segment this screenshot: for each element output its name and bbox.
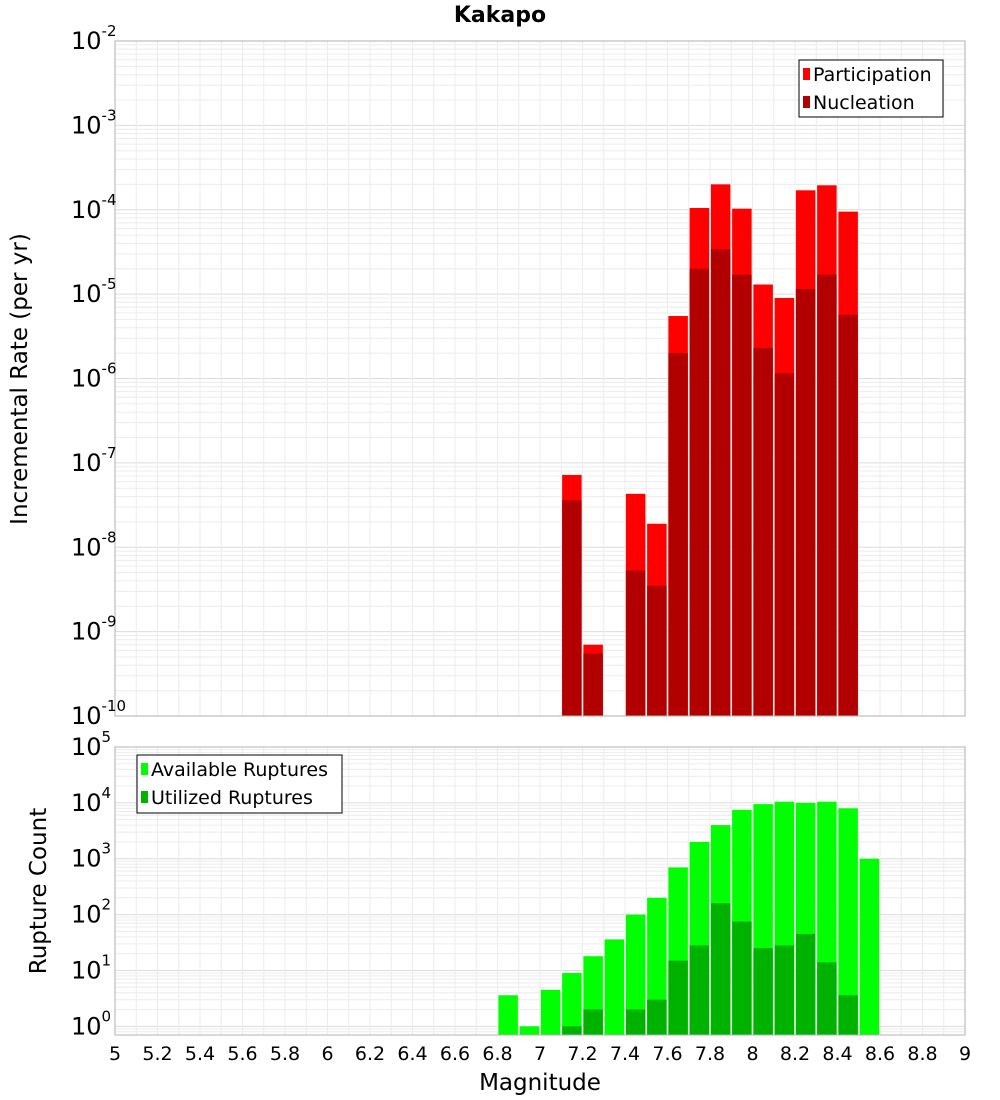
bar-nucleation — [732, 274, 752, 716]
x-tick-label: 7.2 — [567, 1043, 597, 1065]
legend-box — [136, 754, 343, 814]
y-tick-label: 10-9 — [71, 613, 117, 646]
y-tick-label: 105 — [71, 728, 111, 761]
legend-label: Participation — [813, 64, 932, 86]
bar-available-ruptures — [625, 914, 646, 1035]
x-tick-label: 5.4 — [185, 1043, 215, 1065]
bar-utilized-ruptures — [774, 945, 795, 1035]
bar-utilized-ruptures — [689, 945, 710, 1035]
x-tick-label: 8.4 — [822, 1043, 852, 1065]
bar-nucleation — [583, 653, 603, 716]
y-tick-label: 101 — [71, 951, 111, 984]
y-tick-label: 104 — [71, 784, 111, 817]
y-tick-label: 10-5 — [71, 275, 117, 308]
x-tick-label: 5.6 — [227, 1043, 257, 1065]
bar-utilized-ruptures — [583, 1009, 603, 1035]
x-tick-label: 9 — [959, 1043, 971, 1065]
x-tick-label: 6.8 — [482, 1043, 512, 1065]
y-tick-label: 10-6 — [71, 360, 117, 393]
y-tick-label: 100 — [71, 1007, 111, 1040]
bottom-y-axis-label: Rupture Count — [26, 808, 52, 974]
bar-utilized-ruptures — [710, 903, 731, 1035]
x-tick-label: 5.8 — [270, 1043, 300, 1065]
bar-utilized-ruptures — [753, 948, 773, 1035]
x-axis-label: Magnitude — [479, 1070, 601, 1096]
bar-available-ruptures — [540, 989, 561, 1035]
x-tick-label: 6 — [321, 1043, 333, 1065]
x-tick-label: 5.2 — [142, 1043, 172, 1065]
y-tick-label: 102 — [71, 896, 111, 929]
x-tick-label: 6.6 — [440, 1043, 470, 1065]
x-tick-label: 7.6 — [652, 1043, 682, 1065]
bar-nucleation — [710, 249, 731, 716]
bar-utilized-ruptures — [562, 1026, 582, 1035]
bar-nucleation — [795, 289, 816, 716]
bar-nucleation — [562, 500, 582, 716]
rupture-count-plot-panel: 105 104 103 102 101 100 5 5.2 5.4 5.6 5.8 6 6.2 6.4 6.… — [71, 728, 971, 1065]
y-tick-label: 10-2 — [71, 22, 117, 55]
legend-label: Utilized Ruptures — [151, 787, 313, 809]
bar-nucleation — [647, 585, 667, 716]
x-tick-label: 5 — [109, 1043, 121, 1065]
legend-swatch — [803, 68, 810, 80]
bar-nucleation — [774, 373, 795, 716]
x-tick-label: 6.2 — [355, 1043, 385, 1065]
plot-border — [114, 746, 966, 1036]
legend-label: Available Ruptures — [151, 759, 328, 781]
plot-border — [114, 40, 966, 717]
bar-available-ruptures — [562, 973, 582, 1035]
legend: Available Ruptures Utilized Ruptures — [136, 754, 343, 814]
legend-swatch — [803, 96, 810, 108]
bar-nucleation — [753, 347, 773, 716]
x-tick-label: 8 — [746, 1043, 758, 1065]
bar-available-ruptures — [519, 1026, 540, 1035]
legend-box — [798, 59, 944, 118]
bar-utilized-ruptures — [817, 962, 837, 1035]
bar-available-ruptures — [498, 995, 518, 1035]
y-tick-label: 103 — [71, 840, 111, 873]
x-tick-label: 8.6 — [865, 1043, 895, 1065]
legend-label: Nucleation — [813, 92, 915, 114]
bar-available-ruptures — [838, 808, 858, 1035]
bar-utilized-ruptures — [668, 960, 688, 1035]
rate-plot-panel: 10-2 10-3 10-4 10-5 10-6 10-7 10-8 10-9 10-10 Par… — [71, 22, 966, 730]
bar-available-ruptures — [859, 858, 880, 1035]
bar-nucleation — [625, 570, 646, 716]
legend: Participation Nucleation — [798, 59, 944, 118]
bar-nucleation — [689, 268, 710, 716]
legend-swatch — [141, 763, 148, 775]
bar-available-ruptures — [604, 939, 625, 1035]
bar-utilized-ruptures — [838, 995, 858, 1035]
bar-utilized-ruptures — [625, 1009, 646, 1035]
bar-utilized-ruptures — [795, 933, 816, 1035]
legend-swatch — [141, 791, 148, 803]
y-tick-label: 10-3 — [71, 106, 117, 139]
y-tick-label: 10-7 — [71, 444, 117, 477]
x-tick-label: 7.8 — [695, 1043, 725, 1065]
x-tick-label: 8.8 — [907, 1043, 937, 1065]
bar-utilized-ruptures — [732, 921, 752, 1035]
bar-nucleation — [668, 353, 688, 716]
y-tick-label: 10-4 — [71, 191, 117, 224]
x-tick-label: 6.4 — [397, 1043, 427, 1065]
x-tick-label: 8.2 — [780, 1043, 810, 1065]
bar-nucleation — [817, 274, 837, 716]
x-tick-label: 7 — [534, 1043, 546, 1065]
top-y-axis-label: Incremental Rate (per yr) — [7, 233, 33, 525]
bar-nucleation — [838, 314, 858, 716]
y-tick-label: 10-10 — [71, 697, 126, 730]
y-tick-label: 10-8 — [71, 528, 117, 561]
x-tick-label: 7.4 — [610, 1043, 640, 1065]
bar-utilized-ruptures — [647, 999, 667, 1035]
chart-title: Kakapo — [454, 3, 546, 28]
